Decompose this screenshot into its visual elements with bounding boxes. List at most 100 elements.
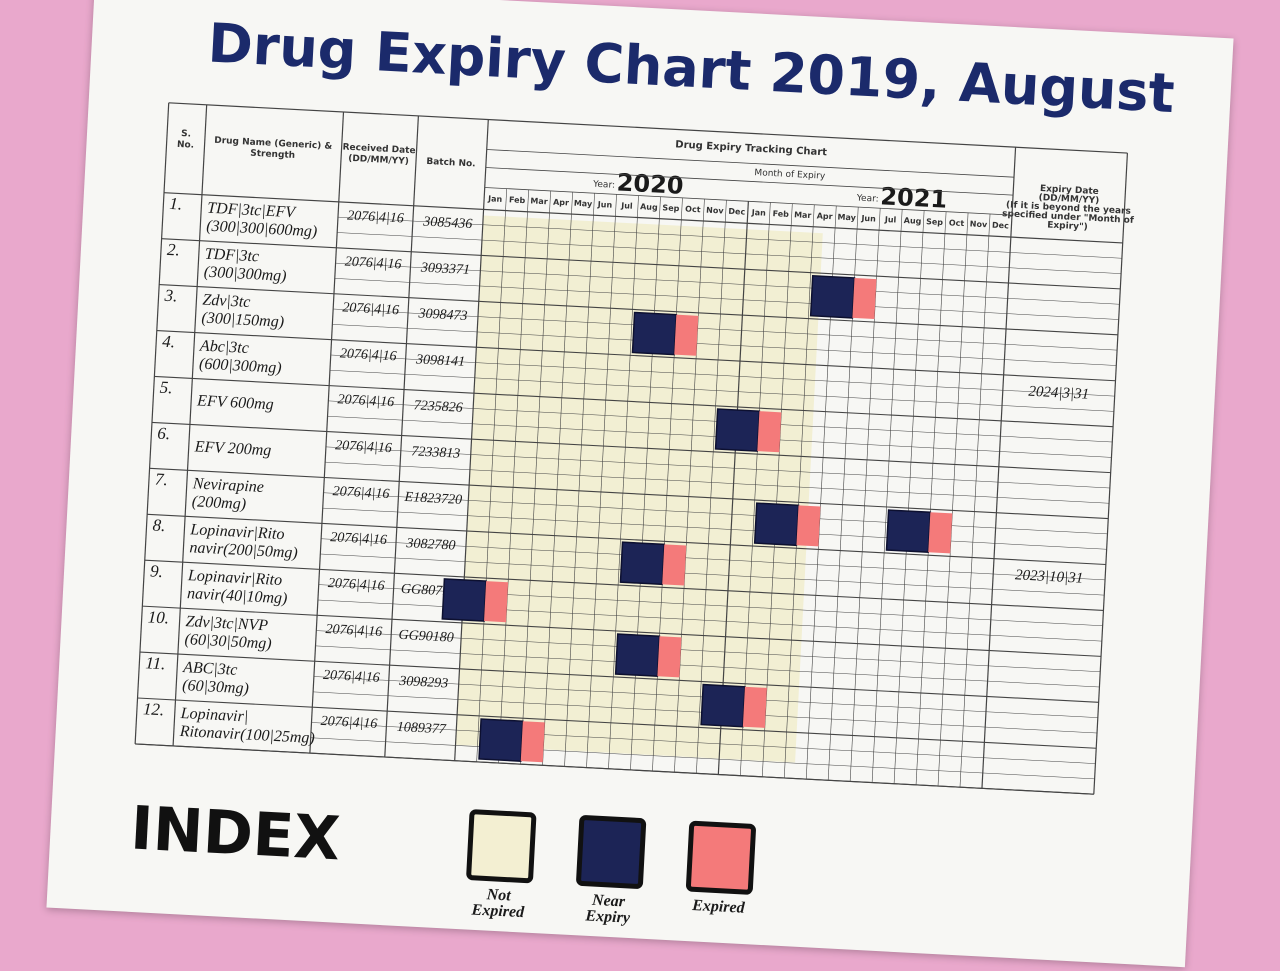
header-received: Received Date: [342, 142, 415, 156]
grid-line: [486, 149, 1015, 178]
near-expiry-mark: [753, 502, 800, 547]
grid-line: [454, 119, 489, 761]
drug-name: Abc|3tc: [199, 337, 250, 357]
received-date: 2076|4|16: [323, 668, 380, 686]
grid-line: [476, 188, 507, 762]
received-date: 2076|4|16: [320, 714, 377, 732]
drug-name: Nevirapine: [191, 475, 264, 496]
drug-name: Zdv|3tc|NVP: [185, 613, 269, 634]
grid-line: [154, 375, 1114, 428]
received-date: 2076|4|16: [347, 209, 404, 227]
chart-sheet: Drug Expiry Chart 2019, August S.No. Drug…: [129, 11, 1177, 926]
batch-number: 1089377: [396, 720, 447, 738]
serial-number: 1.: [169, 194, 183, 214]
grid-line: [981, 147, 1017, 789]
month-label: Apr: [817, 211, 833, 221]
month-label: May: [837, 212, 857, 222]
month-label: Oct: [949, 218, 965, 228]
legend-label: Expired: [691, 897, 746, 917]
expired-mark: [757, 411, 782, 453]
grid-line: [311, 722, 1096, 764]
grid-line: [142, 605, 1102, 657]
drug-name: (600|300mg): [199, 355, 282, 376]
grid-line: [134, 102, 170, 744]
grid-line: [135, 743, 1094, 795]
near-expiry-mark: [714, 408, 761, 452]
month-label: Apr: [553, 198, 569, 208]
drug-name: Zdv|3tc: [202, 292, 251, 311]
grid-line: [783, 204, 815, 778]
month-label: Oct: [685, 205, 701, 215]
received-date: 2076|4|16: [328, 576, 385, 594]
near-expiry-mark: [631, 311, 678, 356]
grid-line: [330, 354, 1115, 397]
title: Drug Expiry Chart 2019, August: [207, 11, 1177, 125]
header-received: (DD/MM/YY): [348, 154, 409, 167]
month-label: Nov: [706, 206, 725, 216]
header-tracking: Drug Expiry Tracking Chart: [675, 139, 827, 158]
grid-line: [384, 115, 419, 758]
drug-name: (300|300|600mg): [206, 218, 318, 241]
grid-line: [696, 200, 727, 774]
legend-label: Expiry: [584, 907, 631, 926]
batch-number: 3098473: [417, 306, 468, 324]
header-expiry-date: (DD/MM/YY): [1038, 193, 1099, 206]
grid-line: [1093, 153, 1129, 795]
expiry-date: 2023|10|31: [1015, 567, 1084, 587]
header-expiry-date: Expiry"): [1047, 220, 1088, 232]
batch-number: 3093371: [420, 260, 471, 278]
grid-line: [542, 192, 573, 766]
drug-name: EFV 200mg: [193, 438, 271, 459]
legend-label: Expired: [470, 901, 525, 921]
batch-number: 3098293: [398, 674, 449, 692]
month-label: Feb: [772, 209, 789, 219]
drug-name: Lopinavir|Rito: [187, 567, 283, 589]
grid-line: [959, 213, 991, 788]
grid-line: [159, 284, 1118, 336]
expired-mark: [852, 277, 877, 320]
drug-name: ABC|3tc: [182, 659, 238, 679]
received-date: 2076|4|16: [342, 300, 399, 318]
grid-line: [144, 559, 1104, 611]
header-drug: Strength: [250, 149, 295, 161]
grid-line: [586, 194, 617, 768]
month-label: Jan: [751, 208, 767, 218]
expiry-date: 2024|3|31: [1028, 384, 1090, 403]
grid-line: [337, 232, 1122, 274]
near-expiry-mark: [885, 509, 932, 553]
grid-line: [325, 446, 1110, 489]
grid-line: [334, 278, 1119, 320]
grid-line: [893, 210, 925, 784]
month-label: Mar: [794, 210, 812, 220]
grid-line: [325, 461, 1110, 504]
grid-line: [309, 111, 345, 754]
expired-mark: [484, 581, 509, 623]
batch-number: 7233813: [411, 444, 461, 462]
grid-line: [322, 507, 1107, 550]
month-label: Aug: [904, 216, 922, 226]
grid-line: [147, 513, 1106, 566]
drug-name: (300|300mg): [203, 264, 286, 285]
month-label: Mar: [530, 196, 548, 206]
grid-line: [172, 104, 208, 746]
received-date: 2076|4|16: [330, 530, 387, 548]
batch-number: 3082780: [405, 536, 456, 554]
drug-name: navir(40|10mg): [187, 585, 288, 607]
month-label: Jul: [884, 215, 897, 225]
grid-line: [485, 167, 1014, 196]
grid-line: [608, 195, 639, 769]
drug-name: (60|30mg): [182, 677, 249, 697]
received-date: 2076|4|16: [340, 346, 397, 364]
received-date: 2076|4|16: [332, 484, 389, 502]
grid-line: [168, 102, 1128, 154]
received-date: 2076|4|16: [325, 622, 382, 640]
grid-line: [871, 209, 903, 783]
month-label: Jun: [597, 200, 613, 210]
grid-line: [937, 212, 969, 787]
year-label: Year:: [855, 193, 878, 204]
expired-mark: [520, 721, 545, 763]
month-label: May: [574, 199, 594, 209]
batch-number: GG90180: [398, 628, 454, 646]
grid-line: [151, 421, 1111, 474]
month-label: Nov: [970, 219, 989, 229]
